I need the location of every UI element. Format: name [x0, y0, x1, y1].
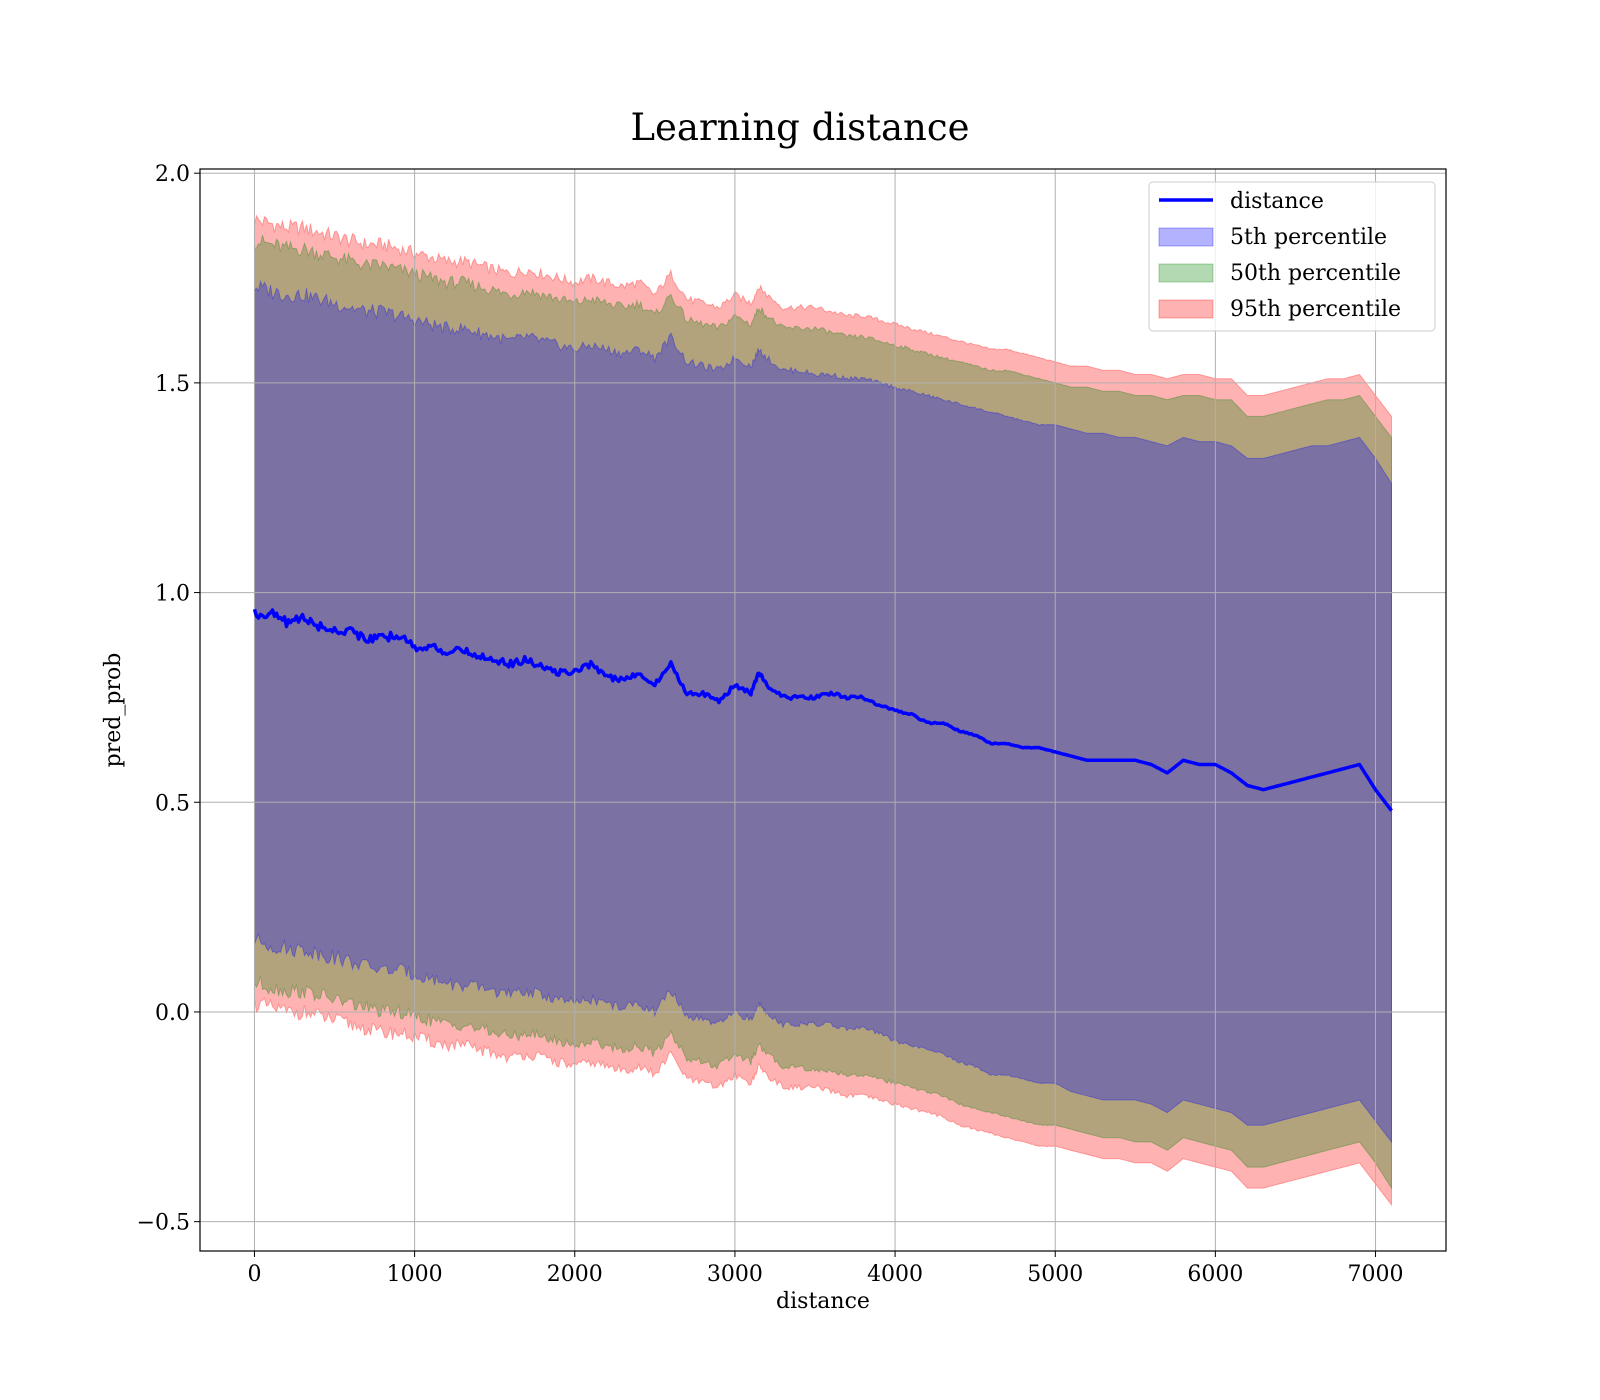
distance-line-layer: [252, 608, 1393, 812]
chart-title: Learning distance: [630, 106, 969, 149]
grid-lines: [200, 169, 1446, 1251]
x-tick-label: 5000: [1027, 1262, 1083, 1287]
y-tick-label: 2.0: [155, 162, 190, 187]
band-5th-percentile: [254, 279, 1392, 1144]
y-tick-label: 0.5: [155, 791, 190, 816]
y-tick-label: −0.5: [137, 1211, 190, 1236]
legend-swatch-5th: [1158, 227, 1214, 247]
y-tick-label: 1.0: [155, 582, 190, 607]
y-axis-ticks: −0.5 0.0 0.5 1.0 1.5 2.0: [137, 162, 200, 1236]
x-tick-label: 4000: [867, 1262, 923, 1287]
legend-frame: [1148, 181, 1436, 332]
x-tick-label: 1000: [387, 1262, 443, 1287]
plot-frame: [199, 168, 1447, 1252]
x-axis-ticks: 0 1000 2000 3000 4000 5000 6000 7000: [247, 1251, 1404, 1287]
legend-label-95th: 95th percentile: [1230, 297, 1401, 322]
legend-label-distance: distance: [1230, 189, 1324, 214]
x-tick-label: 0: [247, 1262, 261, 1287]
band-95th-percentile: [254, 214, 1392, 1207]
y-tick-label: 1.5: [155, 372, 190, 397]
y-tick-label: 0.0: [155, 1001, 190, 1026]
legend-label-5th: 5th percentile: [1230, 225, 1387, 250]
percentile-bands: [254, 214, 1392, 1207]
legend-swatch-95th: [1158, 299, 1214, 319]
legend-label-50th: 50th percentile: [1230, 261, 1401, 286]
x-tick-label: 2000: [547, 1262, 603, 1287]
y-axis-label: pred_prob: [101, 653, 126, 768]
x-tick-label: 3000: [707, 1262, 763, 1287]
distance-line: [252, 608, 1393, 812]
x-tick-label: 7000: [1348, 1262, 1404, 1287]
x-axis-label: distance: [776, 1289, 870, 1314]
x-tick-label: 6000: [1187, 1262, 1243, 1287]
band-50th-percentile: [254, 234, 1392, 1190]
legend: distance 5th percentile 50th percentile …: [1148, 181, 1436, 332]
legend-swatch-50th: [1158, 263, 1214, 283]
